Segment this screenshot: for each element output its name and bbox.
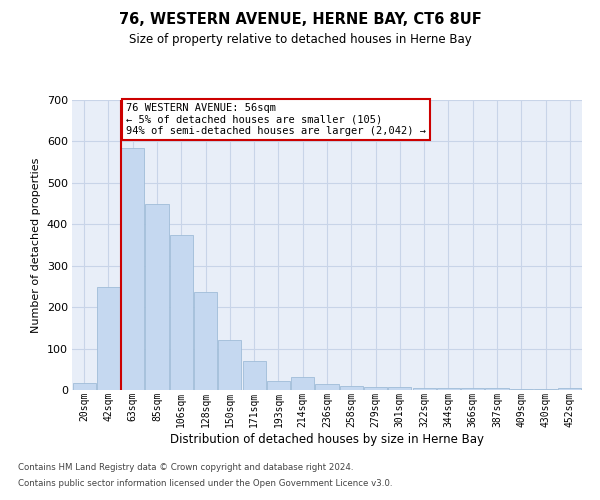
Bar [461,388,484,390]
Bar [145,204,169,390]
Bar [388,386,412,390]
Bar [510,389,533,390]
Bar [170,236,193,390]
Bar [267,381,290,390]
Bar [340,386,363,390]
Bar [534,389,557,390]
Text: 76 WESTERN AVENUE: 56sqm
← 5% of detached houses are smaller (105)
94% of semi-d: 76 WESTERN AVENUE: 56sqm ← 5% of detache… [125,103,425,136]
Text: Contains public sector information licensed under the Open Government Licence v3: Contains public sector information licen… [18,478,392,488]
Bar [97,288,120,390]
Bar [194,292,217,390]
Text: Distribution of detached houses by size in Herne Bay: Distribution of detached houses by size … [170,432,484,446]
Bar [316,384,338,390]
Bar [485,388,509,390]
Text: Contains HM Land Registry data © Crown copyright and database right 2024.: Contains HM Land Registry data © Crown c… [18,464,353,472]
Text: Size of property relative to detached houses in Herne Bay: Size of property relative to detached ho… [128,32,472,46]
Bar [413,388,436,390]
Bar [73,382,95,390]
Bar [559,388,581,390]
Bar [242,361,266,390]
Bar [121,148,144,390]
Bar [291,377,314,390]
Text: 76, WESTERN AVENUE, HERNE BAY, CT6 8UF: 76, WESTERN AVENUE, HERNE BAY, CT6 8UF [119,12,481,28]
Y-axis label: Number of detached properties: Number of detached properties [31,158,41,332]
Bar [218,340,241,390]
Bar [364,386,387,390]
Bar [437,388,460,390]
